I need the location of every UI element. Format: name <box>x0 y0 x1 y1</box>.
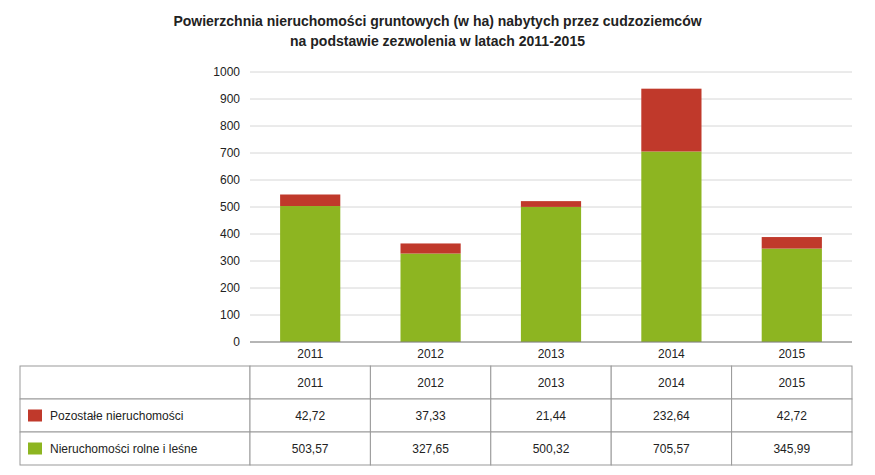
table-cell <box>370 366 490 399</box>
grid-line <box>250 72 852 73</box>
bar-segment <box>401 254 461 342</box>
y-tick-label: 600 <box>220 173 240 187</box>
bar-segment <box>401 243 461 253</box>
chart-container: Powierzchnia nieruchomości gruntowych (w… <box>0 0 875 475</box>
table-header: 2014 <box>658 376 685 390</box>
bar-segment <box>280 195 340 207</box>
bar-segment <box>762 237 822 249</box>
table-header: 2015 <box>778 376 805 390</box>
table-cell <box>250 432 370 465</box>
chart-svg: Powierzchnia nieruchomości gruntowych (w… <box>0 0 875 475</box>
table-value: 500,32 <box>533 442 570 456</box>
table-cell <box>20 399 250 432</box>
title: Powierzchnia nieruchomości gruntowych (w… <box>173 13 701 29</box>
table-cell <box>370 432 490 465</box>
table-header: 2013 <box>538 376 565 390</box>
table-cell <box>20 432 250 465</box>
legend-label: Pozostałe nieruchomości <box>50 409 183 423</box>
y-tick-label: 100 <box>220 308 240 322</box>
table-cell <box>250 366 370 399</box>
table-value: 42,72 <box>295 409 325 423</box>
table-value: 21,44 <box>536 409 566 423</box>
x-tick-label: 2012 <box>417 347 444 361</box>
table-value: 232,64 <box>653 409 690 423</box>
grid-line <box>250 342 852 343</box>
grid-line <box>250 180 852 181</box>
y-tick-label: 700 <box>220 146 240 160</box>
bar-segment <box>641 89 701 152</box>
y-tick-label: 0 <box>233 335 240 349</box>
table-cell <box>611 366 731 399</box>
table-cell <box>732 366 852 399</box>
table-cell <box>20 366 250 399</box>
y-tick-label: 500 <box>220 200 240 214</box>
bar-segment <box>521 201 581 207</box>
bars <box>280 89 822 342</box>
legend-swatch <box>28 443 42 455</box>
legend-swatch <box>28 410 42 422</box>
table-cell <box>611 399 731 432</box>
x-tick-label: 2015 <box>778 347 805 361</box>
grid <box>250 72 852 342</box>
table-value: 42,72 <box>777 409 807 423</box>
y-tick-label: 1000 <box>213 65 240 79</box>
table-value: 345,99 <box>773 442 810 456</box>
table-cell <box>732 432 852 465</box>
table-cell <box>370 399 490 432</box>
y-tick-label: 800 <box>220 119 240 133</box>
table-value: 37,33 <box>416 409 446 423</box>
grid-line <box>250 153 852 154</box>
table-cell <box>611 432 731 465</box>
table-header: 2011 <box>297 376 323 390</box>
subtitle: na podstawie zezwolenia w latach 2011-20… <box>290 33 585 49</box>
x-tick-label: 2014 <box>658 347 685 361</box>
y-tick-label: 400 <box>220 227 240 241</box>
bar-segment <box>762 249 822 342</box>
table-cell <box>250 399 370 432</box>
table-cell <box>491 366 611 399</box>
y-tick-label: 900 <box>220 92 240 106</box>
grid-line <box>250 126 852 127</box>
data-table: 2011 2012 2013 2014 2015 Pozostałe nieruchomo… <box>20 366 852 465</box>
x-tick-label: 2013 <box>538 347 565 361</box>
bar-segment <box>280 206 340 342</box>
table-cell <box>491 399 611 432</box>
table-cell <box>491 432 611 465</box>
x-tick-label: 2011 <box>297 347 323 361</box>
table-value: 503,57 <box>292 442 329 456</box>
bar-segment <box>641 151 701 342</box>
table-cell <box>732 399 852 432</box>
legend-label: Nieruchomości rolne i leśne <box>50 442 198 456</box>
table-header: 2012 <box>417 376 444 390</box>
grid-line <box>250 99 852 100</box>
table-value: 327,65 <box>412 442 449 456</box>
y-tick-label: 200 <box>220 281 240 295</box>
x-axis-line <box>250 342 852 343</box>
y-tick-label: 300 <box>220 254 240 268</box>
table-value: 705,57 <box>653 442 690 456</box>
bar-segment <box>521 207 581 342</box>
